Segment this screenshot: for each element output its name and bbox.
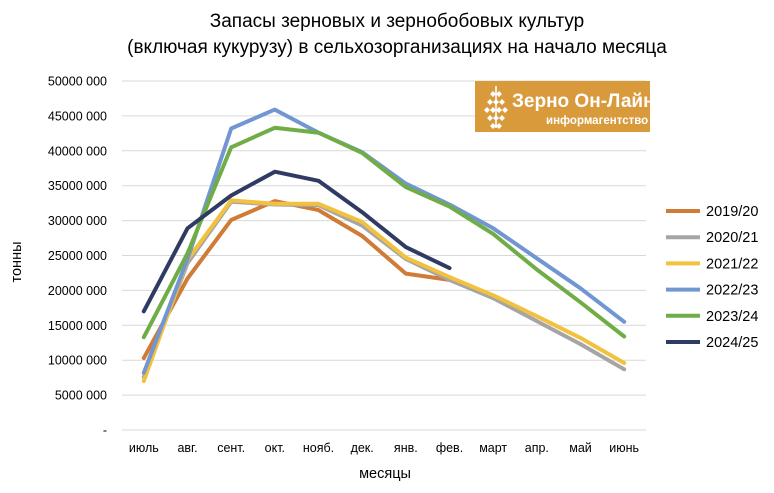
legend-label-2023/24: 2023/24 [706, 309, 758, 325]
y-axis-label: тонны [9, 242, 25, 283]
x-tick-label-0: июль [129, 441, 159, 455]
y-tick-label-5: 25000 000 [48, 249, 107, 263]
legend-item-2023/24: 2023/24 [666, 309, 758, 325]
legend-item-2020/21: 2020/21 [666, 230, 758, 246]
y-tick-label-2: 10000 000 [48, 354, 107, 368]
logo-name: Зерно Он-Лайн [512, 91, 655, 112]
x-tick-label-5: дек. [351, 441, 374, 455]
x-tick-label-9: апр. [525, 441, 549, 455]
legend-label-2021/22: 2021/22 [706, 256, 758, 272]
x-axis-ticks: июль авг. сент. окт. нояб. дек. янв. фев. март ап… [129, 441, 639, 455]
chart-title-line-1: Запасы зерновых и зернобобовых культур [210, 11, 584, 32]
legend-item-2019/20: 2019/20 [666, 204, 758, 220]
chart-title-line-2: (включая кукурузу) в сельхозорганизациях… [127, 37, 667, 58]
x-tick-label-4: нояб. [303, 441, 334, 455]
logo: Зерно Он-Лайн информагентство [475, 81, 655, 132]
y-tick-label-4: 20000 000 [48, 284, 107, 298]
legend-label-2024/25: 2024/25 [706, 335, 758, 351]
x-tick-label-10: май [569, 441, 592, 455]
legend-item-2021/22: 2021/22 [666, 256, 758, 272]
y-tick-label-8: 40000 000 [48, 144, 107, 158]
y-tick-label-10: 50000 000 [48, 75, 107, 89]
x-tick-label-2: сент. [217, 441, 245, 455]
series-line-2024/25 [141, 169, 452, 314]
series-line-2023/24 [141, 125, 627, 340]
logo-subtitle: информагентство [546, 115, 648, 127]
legend: 2019/20 2020/21 2021/22 2022/23 2023/24 2024/… [666, 204, 758, 351]
y-axis-ticks: - 5000 000 10000 000 15000 000 20000 000 2500… [48, 75, 107, 438]
x-tick-label-7: фев. [436, 441, 463, 455]
y-tick-label-9: 45000 000 [48, 109, 107, 123]
x-tick-label-8: март [479, 441, 507, 455]
y-tick-label-6: 30000 000 [48, 214, 107, 228]
x-axis-label: месяцы [359, 466, 411, 482]
legend-label-2022/23: 2022/23 [706, 283, 758, 299]
y-tick-label-7: 35000 000 [48, 179, 107, 193]
x-tick-label-6: янв. [394, 441, 418, 455]
x-tick-label-1: авг. [177, 441, 197, 455]
series-lines [141, 107, 627, 384]
y-tick-label-3: 15000 000 [48, 319, 107, 333]
legend-label-2019/20: 2019/20 [706, 204, 758, 220]
x-tick-label-11: июнь [609, 441, 639, 455]
legend-item-2022/23: 2022/23 [666, 283, 758, 299]
y-tick-label-0: - [103, 424, 107, 438]
series-line-2021/22 [141, 198, 627, 384]
x-tick-label-3: окт. [265, 441, 285, 455]
legend-item-2024/25: 2024/25 [666, 335, 758, 351]
wheat-ear-icon [484, 86, 508, 129]
logo-background [475, 81, 650, 132]
legend-label-2020/21: 2020/21 [706, 230, 758, 246]
y-tick-label-1: 5000 000 [55, 389, 107, 403]
